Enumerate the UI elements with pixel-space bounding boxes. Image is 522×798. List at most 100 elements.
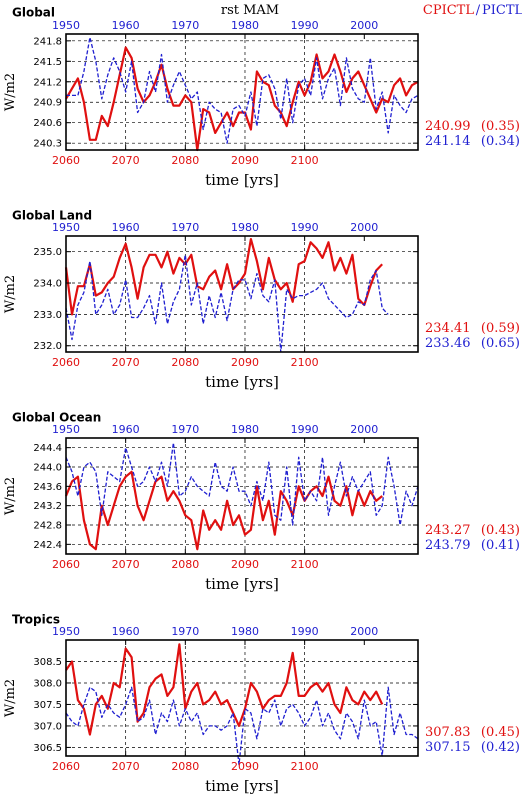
x-bottom-tick-label: 2100 [291,558,319,571]
plot-frame [65,33,419,151]
series-line-blue [66,36,419,144]
stat-mean-blue: 233.46 [425,336,471,351]
header-legend-separator: / [476,3,481,18]
y-tick-label: 241.2 [33,77,62,88]
x-top-tick-label: 1970 [171,423,199,436]
stat-sd-red: (0.43) [481,523,520,538]
series-line-red [65,643,384,736]
header-legend-blue: PICTL [482,3,522,18]
series-line-blue [65,442,419,526]
x-bottom-tick-label: 2100 [291,154,319,167]
plot-frame [65,437,419,555]
stat-sd-blue: (0.65) [481,336,520,351]
x-bottom-tick-label: 2080 [171,558,199,571]
x-top-tick-label: 2000 [350,423,378,436]
x-top-tick-label: 1950 [52,423,80,436]
x-top-tick-label: 1970 [171,19,199,32]
series-line-blue [65,254,389,353]
x-top-tick-label: 2000 [350,625,378,638]
y-tick-label: 242.8 [33,521,62,532]
x-axis-label: time [yrs] [205,373,279,391]
plot-frame [65,235,419,353]
panel-title: Global Land [12,209,92,223]
stat-mean-blue: 307.15 [425,740,471,755]
stat-sd-blue: (0.42) [481,740,520,755]
stat-sd-red: (0.45) [481,725,520,740]
y-tick-label: 307.5 [33,700,62,711]
x-axis-label: time [yrs] [205,575,279,593]
plot-frame [65,639,419,757]
y-tick-label: 241.5 [33,57,62,68]
x-bottom-tick-label: 2080 [171,356,199,369]
x-top-tick-label: 1990 [291,423,319,436]
y-tick-label: 240.9 [33,98,62,109]
x-axis-label: time [yrs] [205,777,279,795]
y-axis-label: W/m2 [3,73,18,111]
x-top-tick-label: 1950 [52,625,80,638]
stat-sd-red: (0.59) [481,321,520,336]
x-bottom-tick-label: 2060 [52,760,80,773]
x-top-tick-label: 1990 [291,625,319,638]
x-top-tick-label: 1960 [112,19,140,32]
y-tick-label: 240.3 [33,139,62,150]
y-tick-label: 308.5 [33,657,62,668]
x-top-tick-label: 1970 [171,625,199,638]
x-bottom-tick-label: 2070 [112,154,140,167]
x-bottom-tick-label: 2060 [52,356,80,369]
stat-mean-blue: 243.79 [425,538,471,553]
stat-mean-red: 243.27 [425,523,471,538]
x-bottom-tick-label: 2070 [112,558,140,571]
y-tick-label: 235.0 [33,247,62,258]
y-tick-label: 306.5 [33,743,62,754]
y-tick-label: 308.0 [33,678,62,689]
x-top-tick-label: 1980 [231,221,259,234]
y-tick-label: 243.2 [33,501,62,512]
y-tick-label: 243.6 [33,482,62,493]
stat-sd-red: (0.35) [481,119,520,134]
x-bottom-tick-label: 2080 [171,154,199,167]
x-top-tick-label: 1960 [112,625,140,638]
header-center-label: rst MAM [221,3,279,18]
series-line-blue [65,686,419,766]
x-top-tick-label: 1960 [112,221,140,234]
y-axis-label: W/m2 [3,275,18,313]
panel-1: Global Land 235.0 234.0 233.0 232.0 2060 2070 2… [3,209,520,392]
y-tick-label: 242.4 [33,540,62,551]
y-axis-label: W/m2 [3,477,18,515]
panel-title: Tropics [12,613,60,627]
series-line-red [64,238,383,316]
x-bottom-tick-label: 2090 [231,154,259,167]
panel-3: Tropics 308.5 308.0 307.5 307.0 306.5 2060 2070… [3,613,520,796]
panel-title: Global Ocean [12,411,101,425]
x-top-tick-label: 1990 [291,221,319,234]
stat-sd-blue: (0.41) [481,538,520,553]
x-top-tick-label: 1980 [231,625,259,638]
stat-mean-blue: 241.14 [425,134,471,149]
panel-2: Global Ocean 244.4 244.0 243.6 243.2 242.8 242… [3,411,520,594]
x-top-tick-label: 1950 [52,221,80,234]
x-top-tick-label: 1980 [231,19,259,32]
y-tick-label: 244.0 [33,463,62,474]
x-axis-label: time [yrs] [205,171,279,189]
x-bottom-tick-label: 2100 [291,356,319,369]
x-top-tick-label: 2000 [350,221,378,234]
x-top-tick-label: 1950 [52,19,80,32]
x-top-tick-label: 1990 [291,19,319,32]
series-line-red [65,46,419,152]
panel-title: Global [12,6,55,20]
x-bottom-tick-label: 2070 [112,760,140,773]
y-tick-label: 307.0 [33,721,62,732]
y-tick-label: 241.8 [33,36,62,47]
y-tick-label: 232.0 [33,341,62,352]
y-tick-label: 240.6 [33,118,62,129]
stat-sd-blue: (0.34) [481,134,520,149]
y-tick-label: 244.4 [33,443,62,454]
x-bottom-tick-label: 2090 [231,356,259,369]
stat-mean-red: 234.41 [425,321,471,336]
x-bottom-tick-label: 2090 [231,760,259,773]
x-bottom-tick-label: 2080 [171,760,199,773]
y-tick-label: 233.0 [33,310,62,321]
stat-mean-red: 307.83 [425,725,471,740]
x-top-tick-label: 1960 [112,423,140,436]
